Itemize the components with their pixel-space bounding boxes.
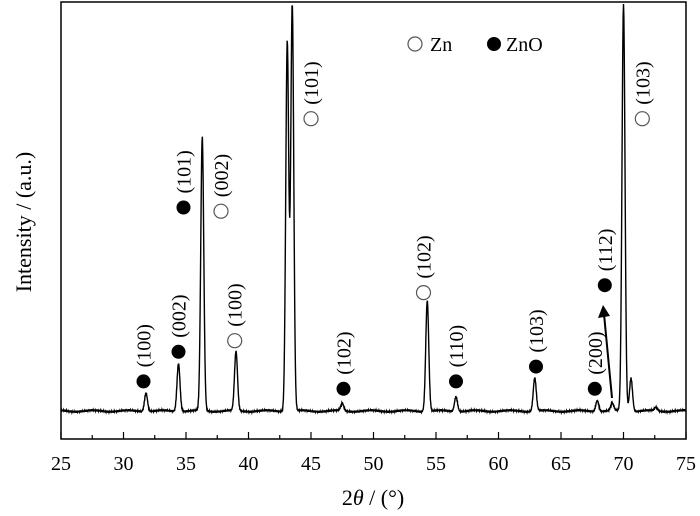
zno-peak-marker [171, 344, 186, 359]
zn-peak-marker [634, 111, 650, 127]
peak-label: (101) [301, 61, 323, 104]
x-tick-label: 50 [364, 453, 384, 475]
peak-label: (002) [211, 154, 233, 197]
peak-label: (101) [174, 150, 196, 193]
peak-label: (002) [169, 294, 191, 337]
zn-peak-marker [227, 333, 243, 349]
zno-peak-marker [529, 359, 543, 374]
x-tick-label: 35 [176, 453, 196, 475]
zno-peak-marker [587, 381, 602, 396]
x-tick-label: 60 [489, 453, 509, 475]
x-axis-label: 2θ / (°) [342, 485, 404, 510]
zno-peak-marker [136, 374, 151, 389]
y-axis-label: Intensity / (a.u.) [11, 152, 36, 293]
x-tick-label: 40 [239, 453, 259, 475]
zn-peak-marker [415, 285, 432, 301]
legend: Zn ZnO [407, 34, 543, 56]
zno-peak-marker [336, 381, 351, 396]
peak-label: (100) [134, 324, 156, 367]
peak-label: (102) [334, 331, 356, 374]
legend-zn-label: Zn [430, 34, 452, 56]
arrow-112 [603, 313, 613, 399]
peak-label: (200) [585, 331, 607, 374]
peak-label: (110) [446, 325, 468, 368]
legend-zno-marker [487, 37, 501, 51]
x-tick-label: 30 [114, 453, 134, 475]
x-tick-label: 70 [614, 453, 634, 475]
peak-label: (102) [414, 235, 436, 278]
x-tick-label: 75 [676, 453, 696, 475]
xrd-pattern-line [60, 4, 687, 416]
peak-label: (112) [595, 229, 617, 272]
x-tick-label: 65 [551, 453, 571, 475]
arrow-112-head [598, 305, 610, 318]
peak-label: (103) [526, 309, 548, 352]
zno-peak-marker [176, 200, 191, 215]
x-tick-label: 25 [51, 453, 71, 475]
zn-peak-marker [213, 203, 229, 219]
peak-label: (103) [632, 61, 654, 104]
zn-peak-marker [303, 111, 319, 127]
zno-peak-marker [597, 278, 612, 293]
legend-zn-marker [407, 36, 423, 52]
x-tick-label: 55 [426, 453, 446, 475]
legend-zno-label: ZnO [506, 34, 543, 56]
peak-label: (100) [225, 283, 247, 326]
zno-peak-marker [449, 374, 463, 389]
x-tick-label: 45 [301, 453, 321, 475]
